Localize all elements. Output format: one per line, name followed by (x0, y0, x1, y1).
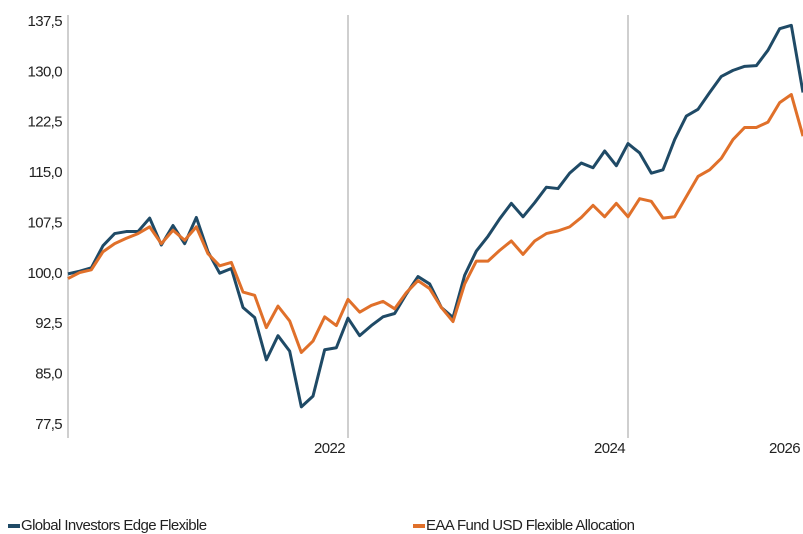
y-tick-label: 115,0 (29, 164, 63, 181)
y-tick-label: 92,5 (35, 315, 62, 332)
y-tick-label: 137,5 (27, 13, 62, 30)
y-tick-label: 100,0 (27, 265, 62, 282)
series-line (67, 93, 803, 354)
x-tick-label: 2022 (314, 440, 345, 457)
legend-label: Global Investors Edge Flexible (21, 517, 207, 534)
y-tick-label: 77,5 (35, 416, 62, 433)
legend-label: EAA Fund USD Flexible Allocation (426, 517, 635, 534)
x-tick-label: 2024 (594, 440, 625, 457)
y-tick-label: 122,5 (27, 114, 62, 131)
series-line (67, 23, 803, 409)
x-tick-label: 2026 (769, 440, 800, 457)
y-tick-label: 85,0 (35, 366, 62, 383)
y-tick-label: 130,0 (27, 63, 62, 80)
y-tick-label: 107,5 (27, 214, 62, 231)
